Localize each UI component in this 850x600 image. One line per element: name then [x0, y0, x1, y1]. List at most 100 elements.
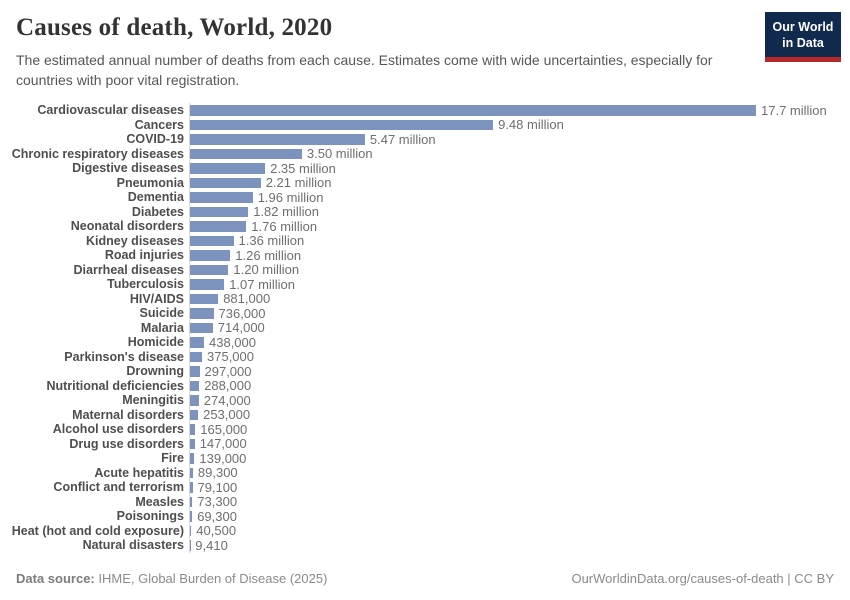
bar-label: HIV/AIDS — [129, 291, 184, 306]
bar-label: Road injuries — [104, 248, 184, 263]
page-title: Causes of death, World, 2020 — [16, 14, 333, 41]
bar-row: Poisonings 69,300 — [0, 509, 834, 524]
bar-track: 165,000 — [189, 422, 834, 437]
bar[interactable] — [190, 119, 494, 131]
bar-value: 881,000 — [223, 291, 271, 307]
bar-label: Drowning — [126, 364, 184, 379]
chart-footer: Data source: IHME, Global Burden of Dise… — [16, 571, 834, 586]
bar-label: Tuberculosis — [107, 277, 184, 292]
bar-row: HIV/AIDS 881,000 — [0, 291, 834, 307]
bar-label: Alcohol use disorders — [52, 422, 184, 437]
bar-track: 9,410 — [189, 538, 834, 553]
bar-track: 1.07 million — [189, 277, 834, 292]
bar-track: 79,100 — [189, 480, 834, 495]
bar[interactable] — [190, 105, 756, 116]
bar-track: 297,000 — [189, 364, 834, 379]
bar[interactable] — [190, 221, 247, 232]
bar-label: Parkinson's disease — [64, 349, 184, 364]
bar-track: 40,500 — [189, 523, 834, 539]
bar-value: 2.35 million — [270, 160, 336, 176]
bar-value: 139,000 — [199, 450, 247, 466]
bar-track: 1.96 million — [189, 190, 834, 205]
bar[interactable] — [190, 453, 195, 464]
owid-logo[interactable]: Our World in Data — [765, 12, 841, 62]
bar-row: Heat (hot and cold exposure) 40,500 — [0, 523, 834, 539]
bar-label: Malaria — [140, 320, 184, 335]
bar-label: Heat (hot and cold exposure) — [11, 523, 184, 538]
bar[interactable] — [190, 293, 219, 305]
bar[interactable] — [190, 322, 213, 334]
bar-track: 1.36 million — [189, 233, 834, 248]
bar[interactable] — [190, 395, 199, 406]
bar-label: Acute hepatitis — [94, 465, 184, 480]
chart-subtitle: The estimated annual number of deaths fr… — [16, 52, 713, 88]
bar[interactable] — [190, 148, 302, 160]
bar[interactable] — [190, 264, 229, 276]
bar-value: 40,500 — [196, 523, 237, 539]
bar-row: Cardiovascular diseases 17.7 million — [0, 103, 834, 118]
bar-track: 147,000 — [189, 436, 834, 452]
bar-row: Diabetes 1.82 million — [0, 204, 834, 220]
bar-value: 147,000 — [199, 436, 247, 452]
owid-logo-line1: Our World — [772, 20, 834, 34]
bar[interactable] — [190, 424, 196, 435]
bar[interactable] — [190, 438, 195, 450]
bar-row: Measles 73,300 — [0, 494, 834, 509]
bar[interactable] — [190, 250, 231, 261]
bar-track: 73,300 — [189, 494, 834, 509]
bar-label: Diarrheal diseases — [73, 262, 185, 277]
bar[interactable] — [190, 308, 214, 319]
bar-label: Pneumonia — [116, 175, 184, 190]
bar[interactable] — [190, 525, 192, 537]
bar-row: Nutritional deficiencies 288,000 — [0, 378, 834, 393]
bar-track: 881,000 — [189, 291, 834, 307]
bar-label: Fire — [161, 451, 184, 466]
bar-value: 1.82 million — [253, 204, 319, 220]
bar[interactable] — [190, 235, 234, 247]
bar-track: 1.82 million — [189, 204, 834, 220]
bar-value: 17.7 million — [761, 102, 827, 118]
bar-value: 5.47 million — [369, 131, 436, 147]
bar[interactable] — [190, 496, 193, 508]
bar[interactable] — [190, 511, 193, 522]
bar-row: Drowning 297,000 — [0, 364, 834, 379]
bar-track: 438,000 — [189, 335, 834, 350]
bar-label: Kidney diseases — [86, 233, 184, 248]
bar-track: 714,000 — [189, 320, 834, 336]
bar[interactable] — [190, 134, 365, 145]
bar[interactable] — [190, 467, 193, 479]
bar[interactable] — [190, 366, 200, 377]
bar[interactable] — [190, 482, 193, 493]
bar-value: 714,000 — [217, 320, 265, 336]
bar-value: 69,300 — [197, 508, 237, 524]
bar-label: Dementia — [127, 190, 184, 205]
bar-row: Chronic respiratory diseases 3.50 millio… — [0, 146, 834, 161]
bar-row: Meningitis 274,000 — [0, 393, 834, 408]
bar[interactable] — [190, 279, 225, 290]
license-link[interactable]: OurWorldinData.org/causes-of-death | CC … — [571, 571, 834, 586]
bar-value: 375,000 — [207, 349, 254, 365]
bar[interactable] — [190, 409, 199, 421]
bar[interactable] — [190, 163, 266, 174]
bar-row: Tuberculosis 1.07 million — [0, 277, 834, 292]
bar-track: 2.35 million — [189, 161, 834, 176]
bar-track: 17.7 million — [189, 103, 834, 118]
bar-row: Natural disasters 9,410 — [0, 538, 834, 553]
bar-value: 79,100 — [197, 479, 238, 495]
bar[interactable] — [190, 206, 249, 218]
bar-row: Road injuries 1.26 million — [0, 248, 834, 263]
bar-row: Digestive diseases 2.35 million — [0, 161, 834, 176]
bar-track: 253,000 — [189, 407, 834, 422]
bar-chart: Cardiovascular diseases 17.7 million Can… — [0, 103, 834, 553]
bar-row: COVID-19 5.47 million — [0, 132, 834, 147]
bar[interactable] — [190, 177, 261, 189]
bar-row: Suicide 736,000 — [0, 306, 834, 321]
bar-label: Natural disasters — [82, 538, 184, 553]
bar[interactable] — [190, 351, 202, 363]
data-source: Data source: IHME, Global Burden of Dise… — [16, 571, 327, 586]
bar[interactable] — [190, 337, 204, 348]
bar[interactable] — [190, 192, 253, 203]
bar-row: Dementia 1.96 million — [0, 190, 834, 205]
bar[interactable] — [190, 380, 200, 392]
bar-value: 9,410 — [195, 537, 228, 553]
